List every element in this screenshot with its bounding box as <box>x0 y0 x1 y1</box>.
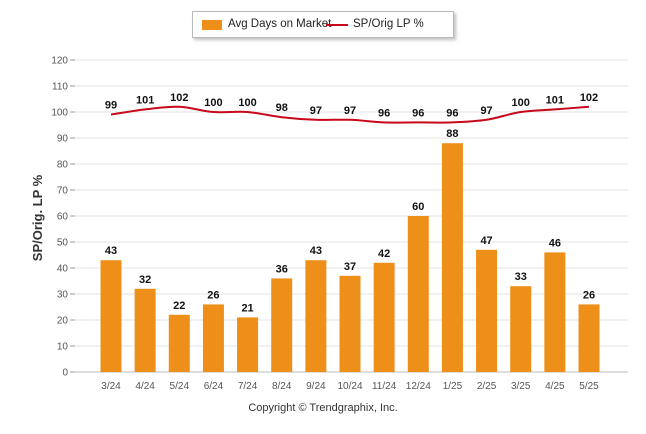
bar <box>339 275 361 372</box>
bar <box>305 260 327 372</box>
y-axis-ticks: 0 10 20 30 40 50 60 70 80 90 100 110 120 <box>51 56 75 379</box>
x-tick-label: 4/25 <box>545 381 565 392</box>
bar-value-label: 26 <box>583 289 595 301</box>
x-tick-label: 3/24 <box>101 381 121 392</box>
bar-value-label: 22 <box>173 300 185 312</box>
x-tick-label: 9/24 <box>306 381 326 392</box>
y-tick-label: 80 <box>57 160 69 171</box>
line-data-labels: 99 101 102 100 100 98 97 97 96 96 96 97 100 101 102 <box>105 92 598 120</box>
legend-line-label: SP/Orig LP % <box>353 18 424 30</box>
bar-data-labels: 43 32 22 26 21 36 43 37 42 60 88 47 33 46 26 <box>105 128 595 314</box>
y-tick-label: 40 <box>57 264 69 275</box>
bar-value-label: 21 <box>241 302 253 314</box>
bar-value-label: 42 <box>378 248 390 260</box>
y-tick-label: 70 <box>57 186 69 197</box>
line-value-label: 98 <box>276 102 288 114</box>
bar-value-label: 43 <box>310 245 322 257</box>
gridlines <box>75 59 628 347</box>
y-tick-label: 100 <box>51 108 68 119</box>
bar <box>237 317 259 372</box>
bar-value-label: 33 <box>515 271 527 283</box>
x-tick-label: 1/25 <box>443 381 463 392</box>
bar <box>441 143 463 372</box>
line-value-label: 102 <box>170 92 188 104</box>
y-tick-label: 20 <box>57 316 69 327</box>
bar <box>134 288 156 372</box>
bar-value-label: 32 <box>139 274 151 286</box>
line-value-label: 99 <box>105 100 117 112</box>
x-tick-label: 10/24 <box>337 381 362 392</box>
legend-line-swatch <box>326 24 348 26</box>
y-axis-label: SP/Orig. LP % <box>30 174 45 261</box>
bar <box>271 278 293 372</box>
x-tick-label: 6/24 <box>204 381 224 392</box>
x-tick-label: 11/24 <box>372 381 397 392</box>
line-value-label: 96 <box>378 107 390 119</box>
y-tick-label: 60 <box>57 212 69 223</box>
bar <box>202 304 224 372</box>
x-tick-label: 5/24 <box>170 381 190 392</box>
line-value-label: 97 <box>480 105 492 117</box>
bar-value-label: 37 <box>344 261 356 273</box>
legend-bar-swatch <box>202 20 222 30</box>
x-tick-label: 12/24 <box>406 381 431 392</box>
line-value-label: 101 <box>546 94 564 106</box>
bar <box>100 260 122 372</box>
y-tick-label: 30 <box>57 290 69 301</box>
bar <box>510 286 532 372</box>
x-axis-ticks: 3/24 4/24 5/24 6/24 7/24 8/24 9/24 10/24 11/24 12… <box>101 381 599 392</box>
copyright-text: Copyright © Trendgraphix, Inc. <box>248 402 398 414</box>
bar <box>578 304 600 372</box>
bar-value-label: 47 <box>480 235 492 247</box>
bar-value-label: 43 <box>105 245 117 257</box>
bar-series <box>100 143 600 372</box>
line-value-label: 100 <box>238 97 256 109</box>
x-tick-label: 5/25 <box>579 381 599 392</box>
y-tick-label: 0 <box>62 368 68 379</box>
legend-bar-label: Avg Days on Market <box>228 18 332 30</box>
y-tick-label: 120 <box>51 56 68 67</box>
bar <box>373 262 395 372</box>
bar-value-label: 60 <box>412 201 424 213</box>
bar-value-label: 46 <box>549 237 561 249</box>
line-value-label: 96 <box>412 107 424 119</box>
y-tick-label: 10 <box>57 342 69 353</box>
bar <box>407 216 429 372</box>
x-tick-label: 2/25 <box>477 381 497 392</box>
line-value-label: 100 <box>204 97 222 109</box>
x-tick-label: 7/24 <box>238 381 258 392</box>
bar <box>476 249 498 372</box>
x-tick-label: 3/25 <box>511 381 531 392</box>
y-tick-label: 90 <box>57 134 69 145</box>
bar-value-label: 88 <box>446 128 458 140</box>
line-series <box>110 105 590 124</box>
line-value-label: 97 <box>344 105 356 117</box>
x-tick-label: 4/24 <box>135 381 155 392</box>
bar <box>168 314 190 372</box>
bar <box>544 252 566 372</box>
line-value-label: 96 <box>446 107 458 119</box>
line-value-label: 100 <box>512 97 530 109</box>
y-tick-label: 50 <box>57 238 69 249</box>
bar-value-label: 26 <box>207 289 219 301</box>
legend: Avg Days on Market SP/Orig LP % <box>192 11 454 38</box>
line-value-label: 97 <box>310 105 322 117</box>
bar-value-label: 36 <box>276 263 288 275</box>
y-tick-label: 110 <box>52 82 68 93</box>
line-value-label: 102 <box>580 92 598 104</box>
line-value-label: 101 <box>136 94 154 106</box>
x-tick-label: 8/24 <box>272 381 292 392</box>
